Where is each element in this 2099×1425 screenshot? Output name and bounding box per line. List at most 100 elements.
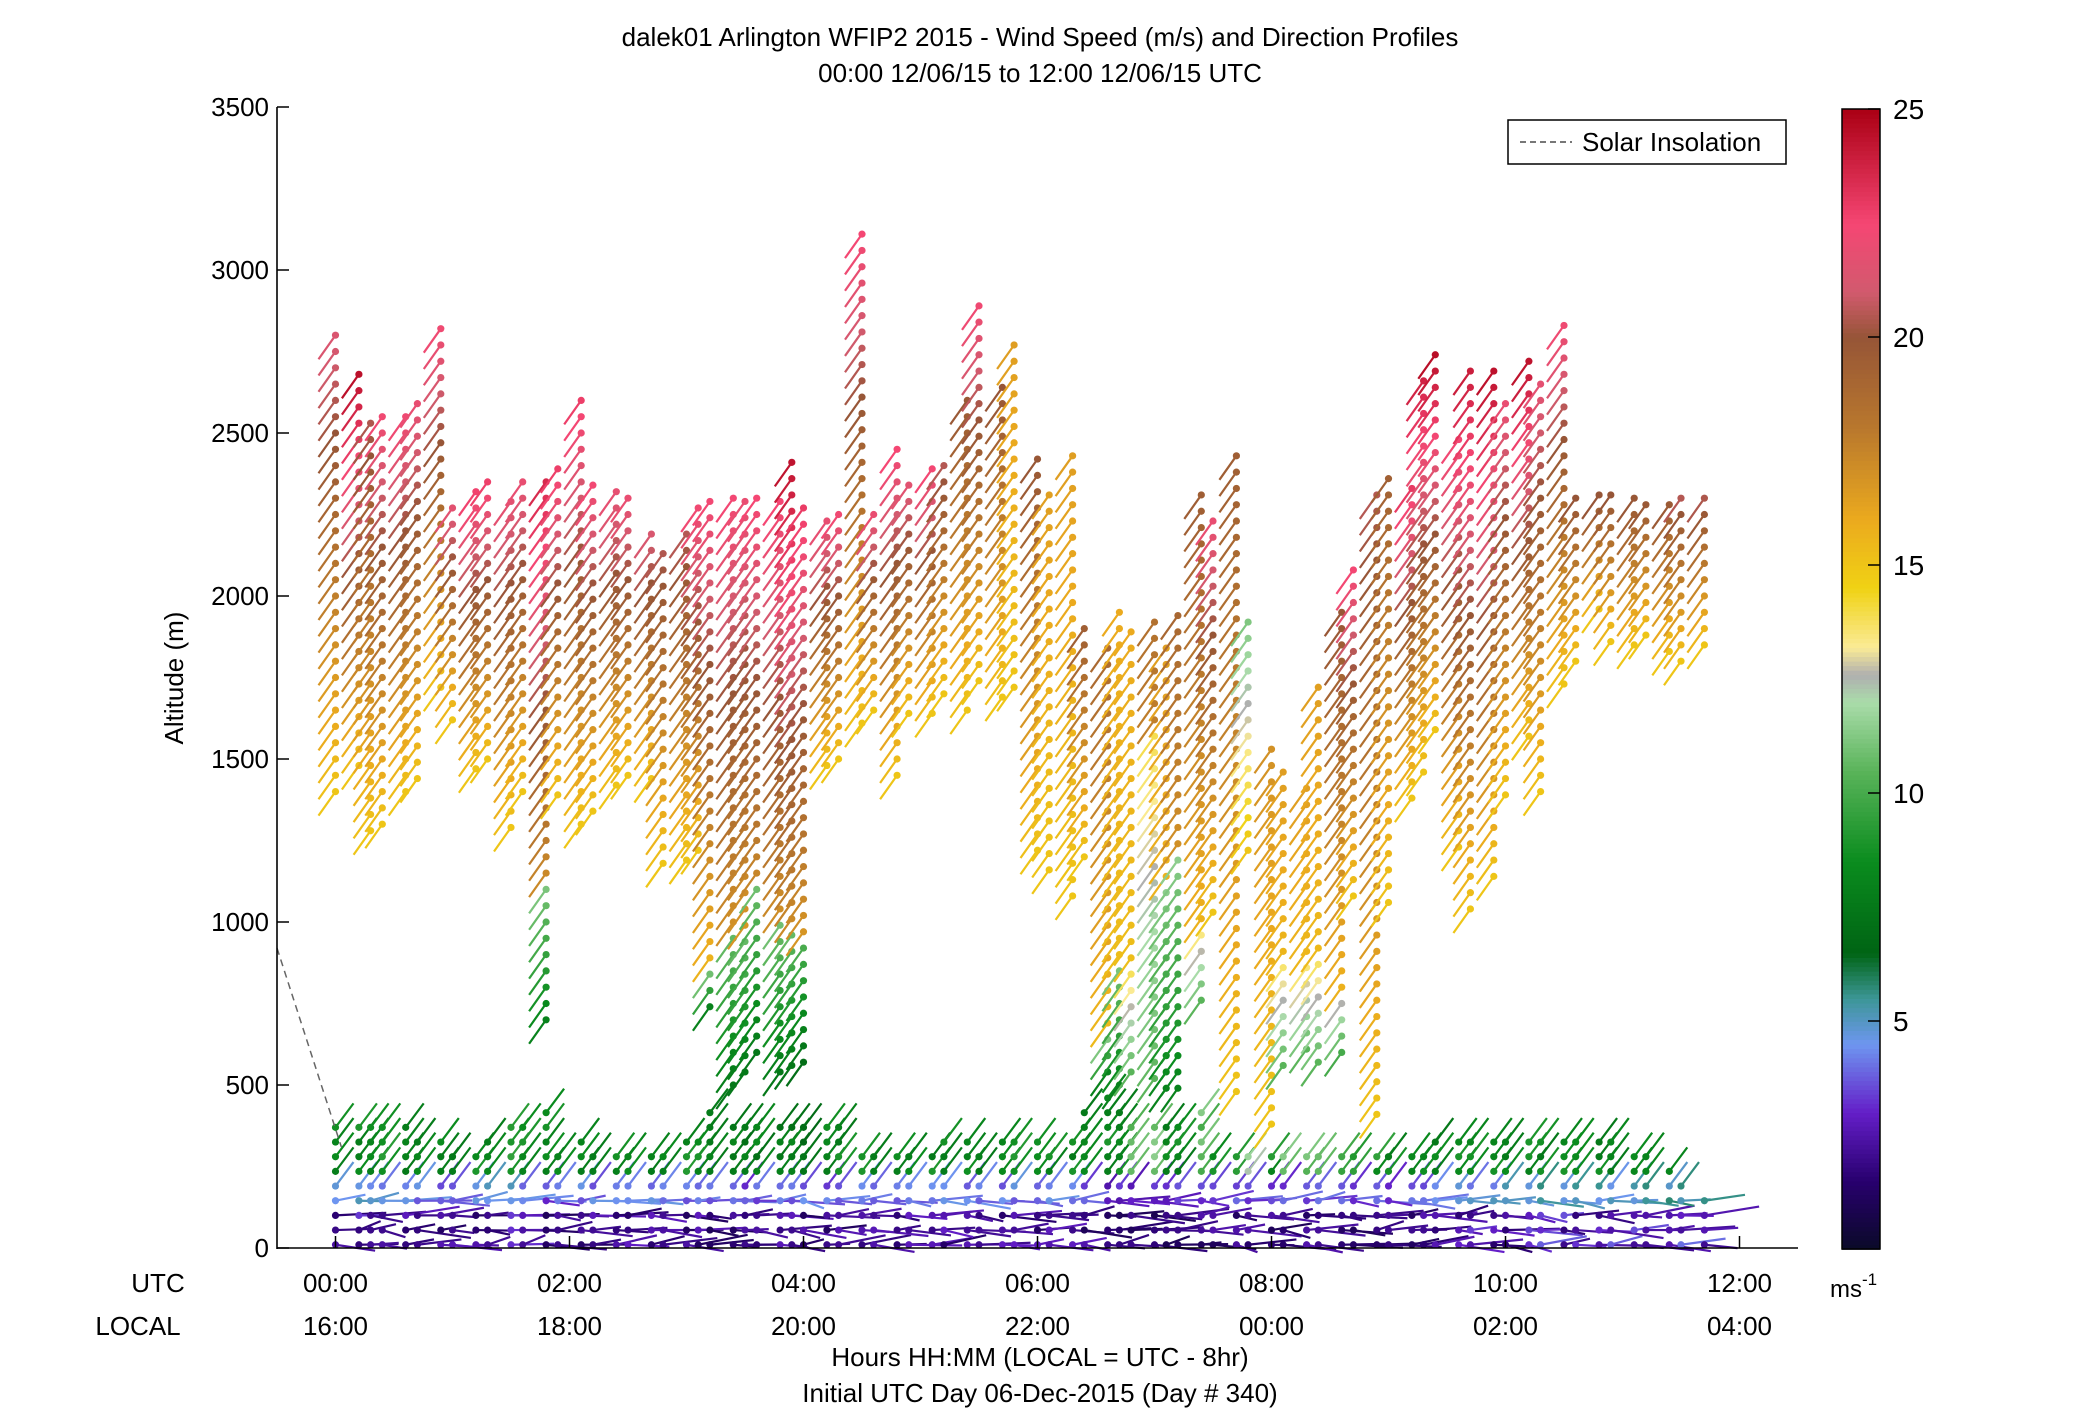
barb-shaft bbox=[1592, 641, 1612, 667]
barb-point bbox=[1420, 589, 1428, 597]
barb-point bbox=[1010, 341, 1018, 349]
barb-point bbox=[998, 563, 1007, 571]
barb-shaft bbox=[645, 634, 664, 660]
barb-point bbox=[963, 1138, 971, 1146]
barb-point bbox=[1537, 1241, 1545, 1249]
barb-shaft bbox=[738, 774, 758, 800]
barb-shaft bbox=[633, 729, 653, 755]
barb-shaft bbox=[1031, 559, 1051, 585]
barb-point bbox=[823, 1167, 831, 1175]
barb-shaft bbox=[399, 761, 419, 787]
barb-point bbox=[355, 1226, 363, 1234]
barb-shaft bbox=[773, 820, 793, 846]
barb-shaft bbox=[1019, 491, 1039, 517]
barb-shaft bbox=[1212, 1223, 1247, 1232]
barb-point bbox=[413, 742, 421, 750]
barb-shaft bbox=[715, 693, 735, 719]
barb-shaft bbox=[1160, 940, 1179, 967]
barb-shaft bbox=[996, 572, 1015, 598]
barb-point bbox=[1455, 1211, 1463, 1219]
barb-shaft bbox=[1358, 1048, 1378, 1074]
barb-point bbox=[788, 1153, 796, 1161]
barb-point bbox=[331, 396, 340, 404]
barb-point bbox=[1384, 540, 1393, 548]
barb-shaft bbox=[1160, 973, 1179, 999]
barb-shaft bbox=[978, 1132, 998, 1158]
wind-barbs-layer bbox=[317, 230, 1760, 1254]
barb-point bbox=[437, 422, 445, 431]
barb-shaft bbox=[996, 376, 1015, 403]
barb-point bbox=[975, 334, 983, 343]
barb-shaft bbox=[1394, 699, 1413, 725]
barb-shaft bbox=[387, 742, 407, 768]
barb-shaft bbox=[1440, 504, 1460, 530]
barb-point bbox=[729, 1197, 737, 1205]
barb-shaft bbox=[1370, 575, 1390, 602]
barb-shaft bbox=[317, 709, 337, 735]
barb-shaft bbox=[1031, 755, 1051, 781]
barb-shaft bbox=[1183, 624, 1203, 650]
barb-point bbox=[1420, 621, 1428, 629]
barb-point bbox=[413, 497, 421, 506]
barb-point bbox=[378, 592, 386, 600]
barb-point bbox=[1431, 611, 1439, 620]
barb-shaft bbox=[1113, 794, 1132, 820]
barb-point bbox=[355, 387, 363, 395]
barb-point bbox=[1373, 964, 1381, 972]
barb-shaft bbox=[610, 644, 629, 670]
barb-point bbox=[799, 928, 808, 936]
barb-shaft bbox=[387, 611, 407, 637]
barb-point bbox=[1560, 1153, 1568, 1161]
barb-shaft bbox=[1282, 1207, 1313, 1217]
barb-point bbox=[1127, 774, 1135, 783]
barb-point bbox=[776, 563, 784, 571]
barb-point bbox=[1197, 589, 1205, 597]
barb-shaft bbox=[1084, 1199, 1108, 1205]
barb-point bbox=[378, 625, 386, 633]
barb-shaft bbox=[1546, 438, 1565, 465]
barb-point bbox=[472, 683, 480, 691]
barb-point bbox=[1162, 1211, 1170, 1219]
barb-point bbox=[975, 432, 983, 440]
barb-point bbox=[1174, 1123, 1182, 1131]
barb-shaft bbox=[528, 644, 547, 670]
barb-shaft bbox=[727, 582, 746, 608]
barb-point bbox=[940, 478, 948, 486]
barb-point bbox=[554, 1226, 562, 1234]
barb-shaft bbox=[926, 644, 945, 670]
barb-point bbox=[788, 1226, 796, 1234]
barb-point bbox=[1466, 416, 1474, 424]
wind-profile-36 bbox=[926, 462, 987, 1249]
barb-point bbox=[367, 1197, 375, 1205]
barb-point bbox=[1127, 823, 1135, 832]
barb-shaft bbox=[486, 1161, 507, 1187]
barb-point bbox=[1537, 1182, 1545, 1190]
wind-profile-13 bbox=[539, 465, 607, 1251]
barb-point bbox=[1209, 827, 1217, 835]
barb-shaft bbox=[662, 1161, 682, 1187]
barb-point bbox=[472, 569, 480, 577]
barb-shaft bbox=[1598, 1214, 1635, 1225]
barb-shaft bbox=[762, 777, 781, 804]
barb-shaft bbox=[1440, 699, 1460, 725]
barb-shaft bbox=[879, 742, 898, 768]
barb-point bbox=[1314, 977, 1322, 985]
barb-shaft bbox=[1335, 748, 1355, 774]
barb-point bbox=[1267, 892, 1276, 900]
barb-shaft bbox=[1054, 585, 1074, 611]
barb-shaft bbox=[381, 1117, 402, 1143]
barb-point bbox=[1115, 625, 1123, 633]
barb-shaft bbox=[1511, 376, 1530, 403]
barb-shaft bbox=[1335, 667, 1355, 693]
barb-shaft bbox=[1452, 403, 1472, 429]
barb-point bbox=[835, 739, 843, 747]
barb-shaft bbox=[458, 572, 477, 598]
barb-point bbox=[589, 742, 597, 750]
barb-point bbox=[799, 585, 808, 594]
barb-shaft bbox=[773, 852, 793, 879]
barb-point bbox=[1420, 752, 1428, 760]
barb-shaft bbox=[1487, 631, 1507, 657]
barb-shaft bbox=[1089, 777, 1109, 804]
barb-shaft bbox=[1183, 787, 1203, 813]
barb-point bbox=[1045, 540, 1053, 548]
